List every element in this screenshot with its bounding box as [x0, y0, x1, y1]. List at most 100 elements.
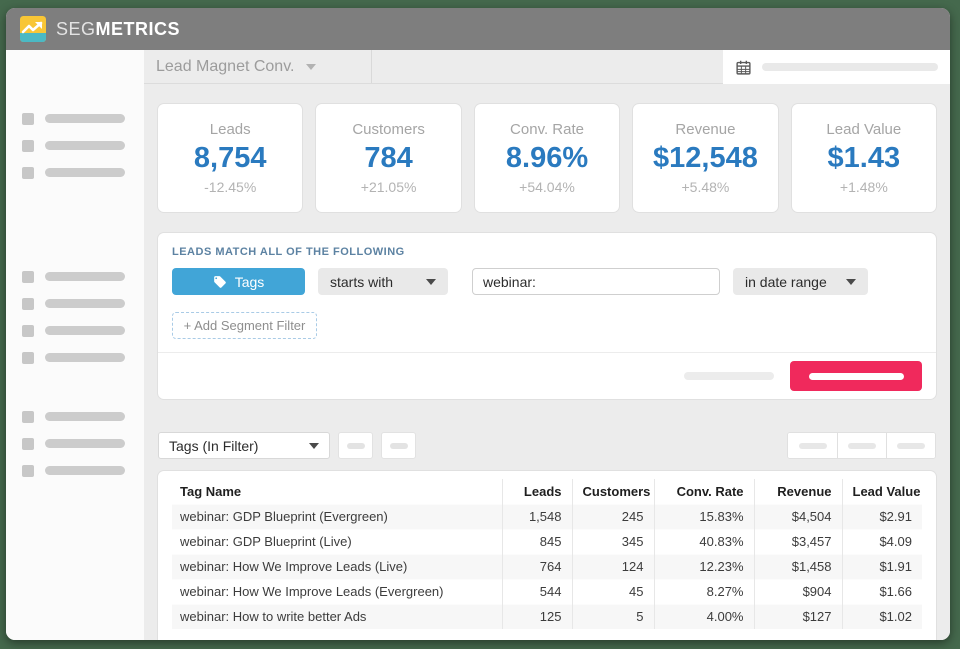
view-toggle-button-1[interactable]	[788, 433, 837, 458]
sidebar-item-label-placeholder	[45, 141, 125, 150]
sidebar-group-2	[6, 263, 144, 371]
sidebar-item-label-placeholder	[45, 326, 125, 335]
stat-card-revenue: Revenue $12,548 +5.48%	[633, 104, 778, 212]
sidebar-item[interactable]	[6, 159, 144, 186]
stat-card-leads: Leads 8,754 -12.45%	[158, 104, 303, 212]
footer-text-placeholder	[684, 372, 774, 380]
stat-card-lead-value: Lead Value $1.43 +1.48%	[791, 104, 937, 212]
apply-button-label-placeholder	[808, 372, 904, 380]
column-header-leads[interactable]: Leads	[501, 479, 572, 504]
sidebar-item[interactable]	[6, 457, 144, 484]
top-bar: SEGMETRICS	[6, 8, 950, 50]
stat-label: Customers	[352, 121, 425, 138]
stat-value: 784	[364, 142, 413, 174]
table-row[interactable]: webinar: How We Improve Leads (Evergreen…	[172, 579, 922, 604]
operator-select-label: starts with	[330, 273, 394, 290]
table-row[interactable]: webinar: How We Improve Leads (Live) 764…	[172, 554, 922, 579]
date-range-placeholder	[762, 63, 938, 71]
sidebar-item[interactable]	[6, 263, 144, 290]
sidebar-group-3	[6, 403, 144, 484]
report-selector[interactable]: Lead Magnet Conv.	[144, 50, 371, 83]
cell-customers: 5	[571, 604, 654, 629]
brand-text: SEGMETRICS	[56, 19, 180, 40]
cell-conv-rate: 15.83%	[653, 504, 754, 529]
filter-row: Tags starts with in date range	[172, 268, 868, 295]
button-label-placeholder	[897, 442, 925, 449]
tags-table-card: Tag Name Leads Customers Conv. Rate Reve…	[158, 471, 936, 640]
group-by-select-label: Tags (In Filter)	[169, 437, 259, 454]
cell-lead-value: $4.09	[841, 529, 922, 554]
sidebar-item[interactable]	[6, 317, 144, 344]
cell-revenue: $4,504	[753, 504, 842, 529]
sidebar-item[interactable]	[6, 290, 144, 317]
cell-tag-name: webinar: How We Improve Leads (Live)	[180, 559, 408, 574]
stat-delta: +21.05%	[360, 179, 417, 195]
stat-card-customers: Customers 784 +21.05%	[316, 104, 461, 212]
sidebar-item[interactable]	[6, 344, 144, 371]
cell-tag-name: webinar: GDP Blueprint (Live)	[180, 534, 352, 549]
table-row[interactable]: webinar: GDP Blueprint (Live) 845 345 40…	[172, 529, 922, 554]
sidebar-item[interactable]	[6, 105, 144, 132]
tags-button-label: Tags	[234, 273, 265, 290]
cell-lead-value: $1.66	[841, 579, 922, 604]
table-option-button-1[interactable]	[338, 432, 373, 459]
cell-customers: 245	[571, 504, 654, 529]
content-header: Lead Magnet Conv.	[144, 50, 950, 84]
segmetrics-logo[interactable]: SEGMETRICS	[20, 16, 180, 42]
sidebar-item[interactable]	[6, 132, 144, 159]
tags-field-button[interactable]: Tags	[172, 268, 305, 295]
sidebar-item-label-placeholder	[45, 272, 125, 281]
table-option-button-2[interactable]	[381, 432, 416, 459]
filter-card-divider	[158, 352, 936, 353]
column-header-customers[interactable]: Customers	[571, 479, 654, 504]
cell-conv-rate: 8.27%	[653, 579, 754, 604]
apply-filter-button[interactable]	[790, 361, 922, 391]
cell-revenue: $904	[753, 579, 842, 604]
stat-value: $12,548	[653, 142, 758, 174]
sidebar-item-label-placeholder	[45, 114, 125, 123]
column-header-revenue[interactable]: Revenue	[753, 479, 842, 504]
tags-table: Tag Name Leads Customers Conv. Rate Reve…	[172, 479, 922, 629]
view-toggle-button-2[interactable]	[837, 433, 886, 458]
cell-leads: 1,548	[501, 504, 572, 529]
cell-customers: 45	[571, 579, 654, 604]
sidebar-item-icon-placeholder	[22, 270, 34, 283]
sidebar-item-icon-placeholder	[22, 166, 34, 179]
sidebar-item-label-placeholder	[45, 466, 125, 475]
column-header-tag-name[interactable]: Tag Name	[180, 483, 242, 499]
cell-customers: 124	[571, 554, 654, 579]
tag-icon	[213, 275, 226, 288]
view-toggle-button-3[interactable]	[886, 433, 935, 458]
sidebar-item-icon-placeholder	[22, 112, 34, 125]
button-label-placeholder	[848, 442, 876, 449]
cell-conv-rate: 4.00%	[653, 604, 754, 629]
chevron-down-icon	[846, 278, 856, 285]
stat-label: Leads	[209, 121, 251, 138]
cell-tag-name: webinar: How We Improve Leads (Evergreen…	[180, 584, 444, 599]
sidebar-item-label-placeholder	[45, 299, 125, 308]
sidebar-item[interactable]	[6, 403, 144, 430]
column-header-lead-value[interactable]: Lead Value	[841, 479, 922, 504]
cell-lead-value: $1.02	[841, 604, 922, 629]
add-segment-filter-button[interactable]: + Add Segment Filter	[172, 312, 317, 339]
cell-tag-name: webinar: How to write better Ads	[180, 609, 367, 625]
cell-customers: 345	[571, 529, 654, 554]
table-row[interactable]: webinar: GDP Blueprint (Evergreen) 1,548…	[172, 504, 922, 529]
date-mode-select[interactable]: in date range	[733, 268, 868, 295]
table-row[interactable]: webinar: How to write better Ads 125 5 4…	[172, 604, 922, 629]
stat-value: 8.96%	[505, 142, 589, 174]
content-area: Lead Magnet Conv.	[144, 50, 950, 640]
sidebar-item-icon-placeholder	[22, 464, 34, 477]
report-selector-label: Lead Magnet Conv.	[156, 57, 295, 75]
view-toggle-group	[787, 432, 936, 459]
table-header-row: Tag Name Leads Customers Conv. Rate Reve…	[172, 479, 922, 504]
filter-value-input[interactable]	[472, 268, 720, 295]
group-by-select[interactable]: Tags (In Filter)	[158, 432, 330, 459]
sidebar-item[interactable]	[6, 430, 144, 457]
chevron-down-icon	[306, 63, 317, 70]
cell-revenue: $1,458	[753, 554, 842, 579]
date-range-picker[interactable]	[723, 50, 950, 84]
column-header-conv-rate[interactable]: Conv. Rate	[653, 479, 754, 504]
operator-select[interactable]: starts with	[318, 268, 448, 295]
date-mode-select-label: in date range	[745, 273, 827, 290]
